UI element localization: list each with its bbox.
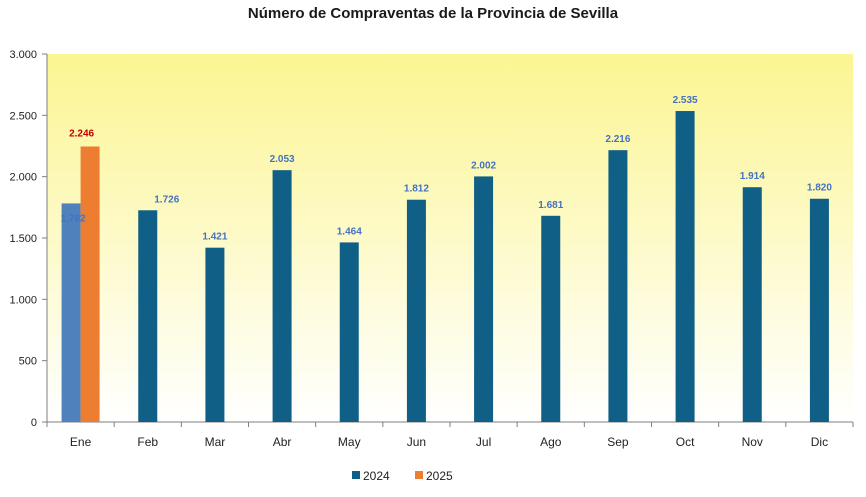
bar-2025-ene (80, 146, 100, 422)
plot-area (47, 54, 853, 422)
data-label-2024-mar: 1.421 (202, 232, 227, 243)
bar-2024-ene (61, 203, 81, 422)
data-label-2025-ene: 2.246 (69, 128, 94, 139)
x-tick-label: Dic (811, 435, 828, 449)
bar-2024-feb (138, 210, 158, 422)
bar-2024-abr (272, 170, 292, 422)
bar-2024-jun (406, 199, 426, 422)
chart-title: Número de Compraventas de la Provincia d… (247, 5, 619, 22)
x-tick-label: Feb (137, 435, 158, 449)
legend-swatch-2025 (415, 471, 423, 479)
x-tick-label: Ago (540, 435, 562, 449)
x-tick-label: Mar (205, 435, 226, 449)
data-label-2024-ago: 1.681 (538, 200, 563, 211)
data-label-2024-abr: 2.053 (270, 154, 295, 165)
y-tick-label: 2.000 (9, 172, 37, 184)
y-tick-label: 1.500 (9, 233, 37, 245)
legend-swatch-2024 (352, 471, 360, 479)
x-tick-label: Nov (742, 435, 763, 449)
data-label-2024-jun: 1.812 (404, 184, 429, 195)
bar-2024-sep (608, 150, 628, 423)
x-tick-label: Sep (607, 435, 629, 449)
y-tick-label: 2.500 (9, 110, 37, 122)
x-tick-label: Jul (476, 435, 491, 449)
data-label-2024-ene: 1.782 (61, 213, 86, 224)
legend-label-2024: 2024 (363, 469, 390, 483)
data-label-2024-sep: 2.216 (605, 134, 630, 145)
data-label-2024-oct: 2.535 (673, 95, 698, 106)
x-tick-label: Jun (407, 435, 426, 449)
x-tick-label: Oct (676, 435, 695, 449)
x-tick-label: Ene (70, 435, 92, 449)
bar-2024-may (339, 242, 359, 422)
y-tick-label: 500 (19, 356, 37, 368)
bar-2024-oct (675, 111, 695, 422)
bar-2024-jul (474, 176, 494, 422)
y-tick-label: 3.000 (9, 49, 37, 61)
x-tick-label: Abr (273, 435, 292, 449)
data-label-2024-may: 1.464 (337, 226, 362, 237)
bar-2024-ago (541, 215, 561, 422)
data-label-2024-dic: 1.820 (807, 183, 832, 194)
bar-2024-mar (205, 247, 225, 422)
y-tick-label: 0 (31, 417, 37, 429)
x-tick-label: May (338, 435, 361, 449)
y-tick-label: 1.000 (9, 294, 37, 306)
legend-label-2025: 2025 (426, 469, 453, 483)
bar-2024-dic (809, 198, 829, 422)
data-label-2024-nov: 1.914 (740, 171, 765, 182)
data-label-2024-jul: 2.002 (471, 160, 496, 171)
bar-2024-nov (742, 187, 762, 422)
data-label-2024-feb: 1.726 (154, 194, 179, 205)
